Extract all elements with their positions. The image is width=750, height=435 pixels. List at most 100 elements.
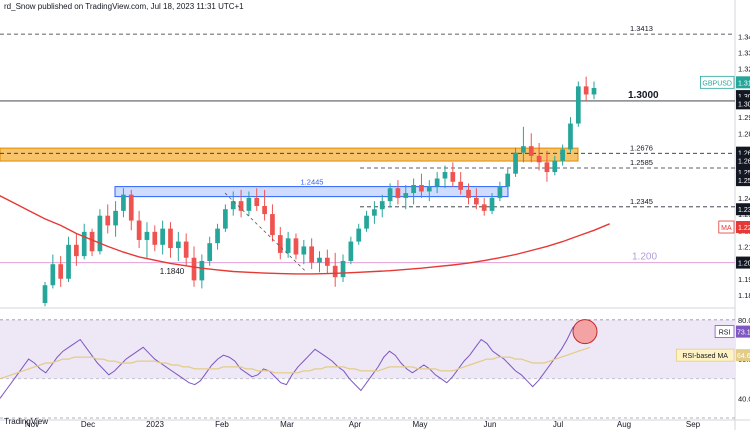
- candle-body: [489, 197, 495, 211]
- candle-body: [364, 215, 369, 229]
- candle-body: [481, 204, 487, 211]
- candle-body: [285, 238, 291, 253]
- candle-body: [121, 194, 126, 211]
- time-axis-label: Jul: [553, 420, 563, 429]
- candle-body: [528, 146, 534, 156]
- candle-body: [301, 246, 307, 255]
- candle-body: [372, 209, 377, 216]
- rsi-line: [0, 321, 591, 399]
- price-axis-label: 1.33: [738, 48, 750, 57]
- range-zone: [114, 186, 509, 198]
- candle-body: [583, 86, 589, 95]
- price-level-label: 1.3000: [628, 90, 659, 101]
- rsi-badge-label: RSI-based MA: [682, 353, 728, 360]
- candle-body: [419, 184, 424, 192]
- rsi-axis-label: 80.0: [738, 316, 750, 325]
- rsi-band: [0, 319, 735, 379]
- candle-body: [575, 86, 581, 124]
- candle-body: [277, 235, 283, 253]
- price-level-label: 1.2676: [630, 143, 653, 152]
- time-axis-label: Aug: [617, 420, 631, 429]
- candle-body: [466, 189, 471, 198]
- candle-body: [168, 228, 173, 249]
- price-axis-label: 1.32: [738, 65, 750, 74]
- trend-line: [224, 192, 306, 271]
- candle-body: [89, 231, 95, 252]
- price-badge: [736, 97, 750, 110]
- candle-body: [442, 172, 448, 179]
- candle-body: [497, 186, 503, 198]
- time-axis-label: Dec: [81, 420, 95, 429]
- annotation-label: 1.1840: [160, 267, 185, 276]
- price-badge-value: 1.23: [738, 207, 750, 214]
- rsi-axis-label: 40.0: [738, 394, 750, 403]
- price-badge-value: 1.26: [738, 151, 750, 158]
- price-axis-label: 1.18: [738, 291, 750, 300]
- price-badge-value: 1.20: [738, 261, 750, 268]
- candle-body: [136, 220, 142, 240]
- time-axis-label: Feb: [215, 420, 229, 429]
- candle-body: [348, 241, 354, 261]
- candle-body: [552, 160, 558, 173]
- candle-body: [160, 228, 165, 245]
- candle-body: [513, 152, 518, 174]
- candle-body: [152, 231, 158, 245]
- candle-body: [324, 257, 330, 266]
- candle-body: [144, 231, 150, 240]
- candle-body: [74, 244, 79, 257]
- price-badge-value: 1.22: [738, 225, 750, 232]
- time-axis-label: Mar: [280, 420, 294, 429]
- candle-body: [309, 246, 315, 263]
- price-badge: [736, 221, 750, 234]
- price-badge-value: 1.25: [738, 170, 750, 177]
- candle-body: [450, 172, 456, 182]
- candle-body: [128, 194, 134, 221]
- time-axis-label: Apr: [349, 420, 362, 429]
- candle-body: [591, 87, 597, 95]
- rsi-badge: [736, 325, 750, 338]
- price-axis-label: 1.21: [738, 242, 750, 251]
- rsi-badge-value: 64.6: [737, 353, 750, 360]
- support-resistance-zone: [0, 147, 579, 162]
- candle-body: [387, 188, 393, 202]
- candle-body: [356, 228, 362, 242]
- candle-body: [560, 149, 565, 161]
- rsi-badge-label-box: [714, 325, 735, 339]
- candle-body: [199, 260, 205, 281]
- candle-body: [81, 231, 87, 257]
- badge-label-box: [718, 220, 735, 234]
- candle-body: [340, 260, 346, 278]
- candle-body: [379, 201, 385, 210]
- candle-body: [568, 123, 573, 150]
- candle-body: [175, 241, 181, 249]
- candle-body: [113, 210, 118, 226]
- price-level-label: 1.3413: [630, 24, 653, 33]
- candle-body: [434, 178, 440, 187]
- candle-body: [293, 238, 299, 255]
- candle-body: [191, 257, 197, 281]
- candle-body: [270, 214, 275, 236]
- time-axis-label: Nov: [25, 420, 39, 429]
- price-badge-value: 1.26: [738, 159, 750, 166]
- candle-body: [246, 197, 252, 211]
- price-axis-label: 1.28: [738, 129, 750, 138]
- candle-body: [544, 162, 550, 173]
- time-axis-label: May: [412, 420, 427, 429]
- price-badge: [736, 174, 750, 187]
- price-axis-label: 1.19: [738, 275, 750, 284]
- badge-label: GBPUSD: [702, 80, 732, 87]
- candle-body: [58, 264, 64, 279]
- time-axis-label: Jun: [484, 420, 497, 429]
- candle-body: [50, 264, 56, 286]
- candle-body: [262, 206, 267, 215]
- rsi-ma-line: [0, 346, 591, 380]
- candle-body: [536, 155, 542, 163]
- rsi-badge: [736, 349, 750, 362]
- price-badge-value: 1.30: [738, 101, 750, 108]
- price-badge: [736, 154, 750, 167]
- candle-body: [42, 285, 48, 303]
- price-axis-label: 1.24: [738, 194, 750, 203]
- candle-body: [238, 201, 244, 211]
